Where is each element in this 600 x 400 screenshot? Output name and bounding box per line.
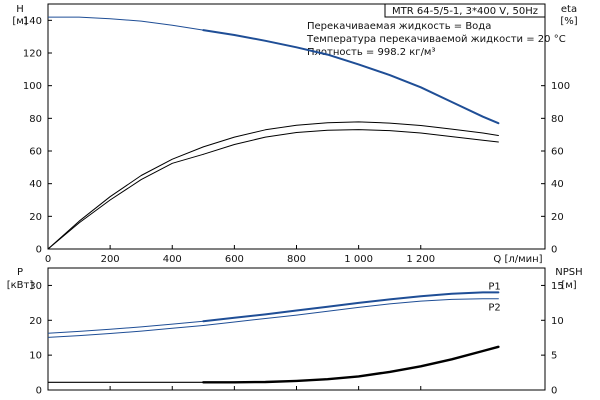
left-tick-label: 30	[29, 281, 42, 292]
model-text: MTR 64-5/5-1, 3*400 V, 50Hz	[392, 6, 538, 17]
x-tick-label: 400	[163, 254, 182, 265]
right-tick-label: 15	[551, 281, 564, 292]
series-line-thin	[47, 320, 204, 334]
left-tick-label: 80	[29, 114, 42, 125]
left-tick-label: 0	[36, 386, 42, 397]
series-line-bold	[202, 345, 500, 384]
right-tick-label: 10	[551, 316, 564, 327]
series-eta-1	[47, 121, 499, 250]
right-tick-label: 0	[551, 245, 557, 256]
x-tick-label: 800	[287, 254, 306, 265]
x-tick-label: 600	[225, 254, 244, 265]
bottom-right-axis-unit: [м]	[561, 280, 576, 291]
series-layer: P1 P2	[47, 16, 501, 384]
left-tick-label: 60	[29, 147, 42, 158]
right-tick-label: 20	[551, 212, 564, 223]
model-box	[384, 3, 546, 18]
left-tick-label: 20	[29, 212, 42, 223]
top-right-axis-unit: [%]	[560, 16, 577, 27]
top-right-axis-label: eta	[561, 4, 577, 15]
x-tick-label: 1 200	[406, 254, 435, 265]
bottom-left-axis-label: P	[17, 267, 23, 278]
left-tick-label: 20	[29, 316, 42, 327]
right-tick-label: 60	[551, 147, 564, 158]
x-tick-label: 200	[101, 254, 120, 265]
right-tick-label: 100	[551, 81, 570, 92]
series-line-bold	[202, 298, 499, 326]
right-tick-label: 80	[551, 114, 564, 125]
right-tick-label: 0	[551, 386, 557, 397]
left-tick-label: 0	[36, 245, 42, 256]
info-line-3: Плотность = 998.2 кг/м³	[307, 47, 436, 58]
series-line-bold	[202, 121, 499, 148]
left-tick-label: 120	[23, 49, 42, 60]
top-left-axis-label: H	[16, 4, 24, 15]
series-line-bold	[202, 29, 500, 125]
x-tick-label: 1 000	[344, 254, 373, 265]
left-tick-label: 10	[29, 351, 42, 362]
top-left-axis-unit: [м]	[12, 16, 27, 27]
series-line-thin	[47, 325, 204, 338]
x-axis-label: Q [л/мин]	[493, 254, 542, 265]
series-label-P2: P2	[488, 303, 500, 314]
right-tick-label: 5	[551, 351, 557, 362]
left-tick-label: 140	[23, 16, 42, 27]
series-line-bold	[202, 129, 499, 155]
left-tick-label: 100	[23, 81, 42, 92]
info-line-1: Перекачиваемая жидкость = Вода	[307, 21, 491, 32]
right-tick-label: 40	[551, 179, 564, 190]
series-P2	[47, 298, 499, 338]
series-line-thin	[47, 146, 204, 250]
bottom-right-axis-label: NPSH	[555, 267, 582, 278]
series-eta-2	[47, 129, 499, 250]
left-tick-label: 40	[29, 179, 42, 190]
series-label-P1: P1	[488, 281, 500, 292]
series-line-thin	[47, 153, 204, 250]
series-NPSH	[48, 345, 500, 384]
series-line-thin	[48, 16, 204, 31]
series-line-bold	[202, 291, 500, 323]
series-H	[48, 16, 500, 125]
series-P1	[47, 291, 500, 334]
info-line-2: Температура перекачиваемой жидкости = 20…	[306, 34, 566, 45]
ticks-layer: 0204060801001201400204060801000102030051…	[23, 16, 570, 397]
x-tick-label: 0	[45, 254, 51, 265]
bottom-plot-frame	[47, 267, 546, 391]
bottom-left-axis-unit: [кВт]	[7, 280, 34, 291]
